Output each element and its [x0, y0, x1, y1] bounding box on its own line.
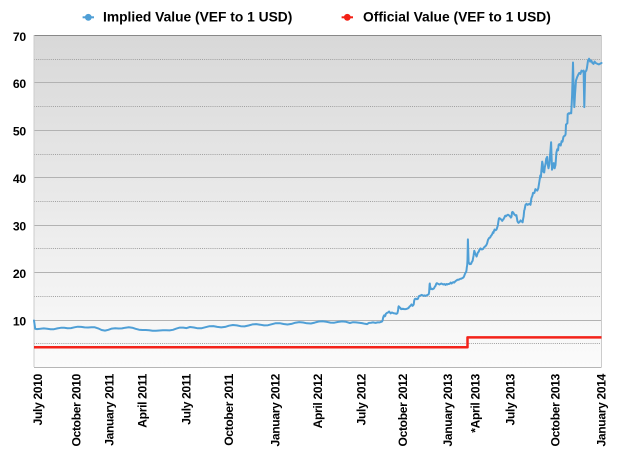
svg-text:50: 50	[13, 125, 27, 139]
svg-text:January 2011: January 2011	[103, 373, 117, 445]
svg-text:October 2011: October 2011	[222, 373, 236, 445]
svg-text:January 2013: January 2013	[441, 373, 455, 446]
svg-text:Official Value (VEF to 1 USD): Official Value (VEF to 1 USD)	[363, 9, 551, 24]
svg-text:July 2012: July 2012	[355, 373, 369, 425]
svg-text:70: 70	[13, 30, 27, 44]
svg-text:10: 10	[13, 314, 27, 328]
svg-text:July 2013: July 2013	[503, 373, 517, 425]
svg-text:October 2013: October 2013	[548, 373, 562, 446]
svg-text:October 2010: October 2010	[70, 373, 84, 446]
svg-text:July 2011: July 2011	[180, 373, 194, 424]
svg-text:40: 40	[13, 172, 27, 186]
svg-text:30: 30	[13, 220, 27, 234]
svg-text:January 2014: January 2014	[595, 373, 609, 446]
svg-text:April 2011: April 2011	[135, 373, 149, 427]
svg-text:January 2012: January 2012	[268, 373, 282, 446]
svg-text:Implied Value (VEF to 1 USD): Implied Value (VEF to 1 USD)	[103, 9, 292, 24]
svg-text:60: 60	[13, 77, 27, 91]
svg-text:July 2010: July 2010	[31, 373, 45, 425]
svg-text:20: 20	[13, 267, 27, 281]
svg-text:April 2012: April 2012	[311, 373, 325, 428]
svg-text:October 2012: October 2012	[396, 373, 410, 446]
svg-text:*April 2013: *April 2013	[468, 373, 482, 432]
